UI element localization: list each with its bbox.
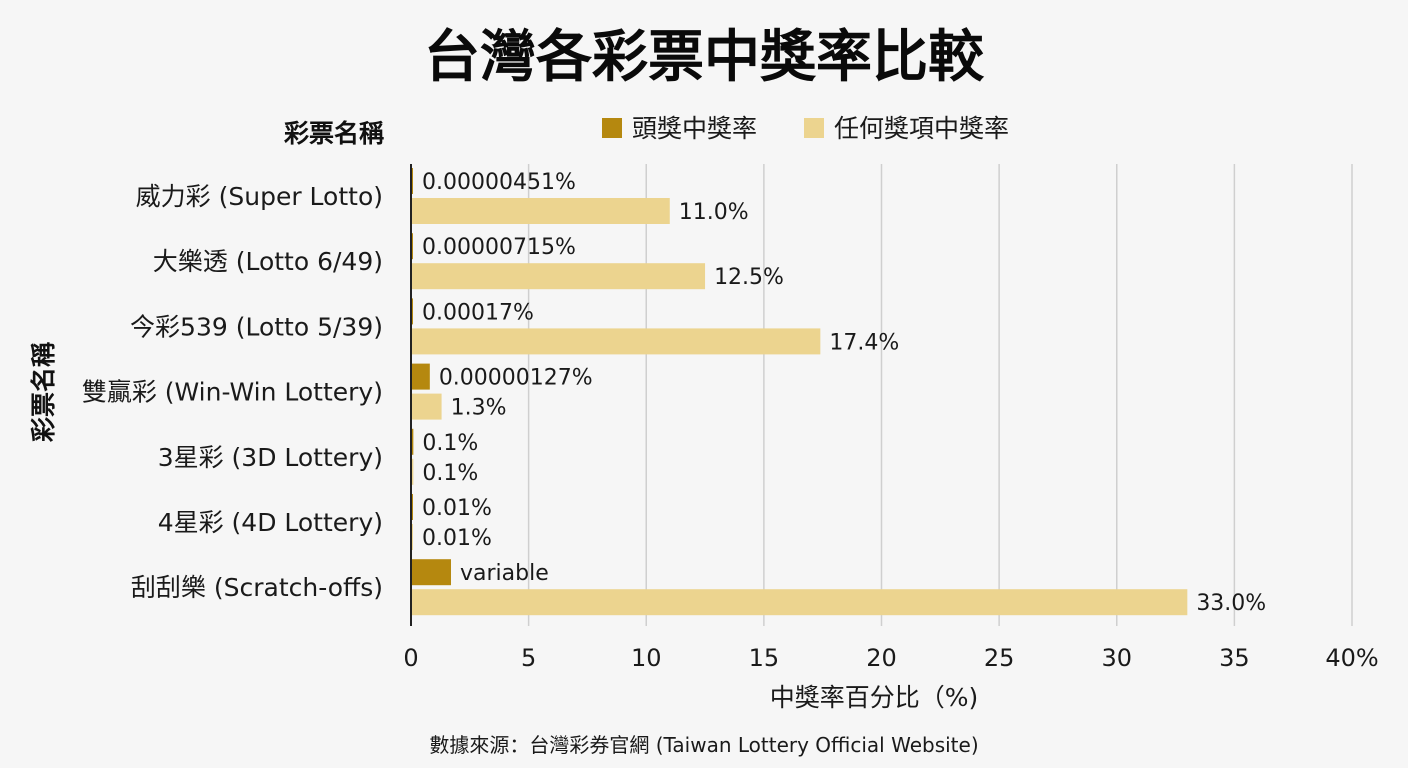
bar-any-prize-rate xyxy=(411,263,706,290)
category-label: 威力彩 (Super Lotto) xyxy=(136,182,383,211)
bar-any-prize-rate xyxy=(411,589,1188,616)
bar-any-prize-rate xyxy=(411,393,442,420)
category-label: 大樂透 (Lotto 6/49) xyxy=(153,247,383,276)
x-tick-label: 10 xyxy=(631,644,662,672)
data-label-jackpot: variable xyxy=(460,561,549,586)
bar-any-prize-rate xyxy=(411,328,821,355)
legend-label: 頭獎中獎率 xyxy=(632,114,757,143)
data-label-jackpot: 0.00000715% xyxy=(422,235,576,260)
data-label-any-prize: 1.3% xyxy=(451,396,507,421)
category-label: 3星彩 (3D Lottery) xyxy=(158,443,383,472)
bar-jackpot-rate xyxy=(411,363,430,390)
legend-label: 任何獎項中獎率 xyxy=(834,114,1009,143)
category-labels: 威力彩 (Super Lotto) 大樂透 (Lotto 6/49) 今彩539 (… xyxy=(82,182,383,602)
data-label-any-prize: 12.5% xyxy=(714,265,784,290)
data-label-any-prize: 33.0% xyxy=(1196,591,1266,616)
category-header: 彩票名稱 xyxy=(284,119,384,148)
data-label-jackpot: 0.00017% xyxy=(422,300,534,325)
legend: 頭獎中獎率 任何獎項中獎率 xyxy=(602,114,1009,143)
x-axis-title: 中獎率百分比（%) xyxy=(770,683,979,712)
x-tick-label: 40% xyxy=(1325,644,1378,672)
source-note: 數據來源：台灣彩券官網 (Taiwan Lottery Official Web… xyxy=(429,733,978,757)
category-label: 雙贏彩 (Win-Win Lottery) xyxy=(82,378,383,407)
data-labels: 0.00000451% 0.00000715% 0.00017% 0.00000127… xyxy=(422,170,1266,616)
chart-title: 台灣各彩票中獎率比較 xyxy=(424,25,984,90)
bar-any-prize-rate xyxy=(411,458,414,485)
bar-jackpot-rate xyxy=(411,559,451,586)
bars xyxy=(411,168,1188,616)
legend-swatch xyxy=(804,118,824,138)
x-tick-label: 20 xyxy=(866,644,897,672)
data-label-jackpot: 0.00000127% xyxy=(439,366,593,391)
y-axis-title: 彩票名稱 xyxy=(29,342,58,442)
data-label-jackpot: 0.1% xyxy=(422,431,478,456)
grid-lines xyxy=(527,164,1353,626)
x-tick-label: 15 xyxy=(749,644,780,672)
x-tick-label: 35 xyxy=(1219,644,1250,672)
bar-jackpot-rate xyxy=(411,428,414,455)
x-tick-label: 5 xyxy=(521,644,536,672)
category-label: 刮刮樂 (Scratch-offs) xyxy=(131,573,383,602)
x-tick-label: 0 xyxy=(403,644,418,672)
data-label-any-prize: 0.01% xyxy=(422,526,492,551)
bar-any-prize-rate xyxy=(411,198,670,224)
data-label-any-prize: 0.1% xyxy=(422,461,478,486)
x-tick-labels: 0 5 10 15 20 25 30 35 40% xyxy=(403,644,1378,672)
x-tick-label: 30 xyxy=(1101,644,1132,672)
data-label-any-prize: 11.0% xyxy=(679,200,749,225)
data-label-jackpot: 0.01% xyxy=(422,496,492,521)
x-tick-label: 25 xyxy=(984,644,1015,672)
category-label: 今彩539 (Lotto 5/39) xyxy=(130,312,383,341)
data-label-any-prize: 17.4% xyxy=(829,330,899,355)
legend-swatch xyxy=(602,118,622,138)
category-label: 4星彩 (4D Lottery) xyxy=(158,508,383,537)
data-label-jackpot: 0.00000451% xyxy=(422,170,576,195)
